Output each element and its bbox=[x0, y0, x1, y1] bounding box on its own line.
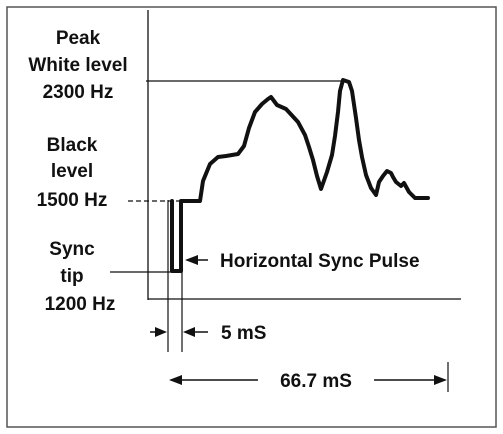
black-frequency-label: 1500 Hz bbox=[37, 190, 108, 211]
sync-pulse-arrowhead bbox=[185, 255, 198, 265]
black-label-line1: Black bbox=[47, 135, 98, 156]
peak-frequency-label: 2300 Hz bbox=[43, 82, 114, 103]
diagram-frame bbox=[6, 6, 497, 428]
line-period-label: 66.7 mS bbox=[280, 371, 352, 392]
scan-line-waveform bbox=[170, 78, 430, 273]
pulse-width-left-arrowhead bbox=[155, 327, 167, 337]
line-period-left-arrowhead bbox=[169, 375, 182, 385]
sync-label-line2: tip bbox=[60, 266, 83, 287]
black-label-line2: level bbox=[51, 161, 93, 182]
pulse-width-label: 5 mS bbox=[221, 323, 266, 344]
sync-label-line1: Sync bbox=[49, 239, 95, 260]
pulse-width-right-arrowhead bbox=[183, 327, 195, 337]
peak-label-line2: White level bbox=[28, 55, 127, 76]
horizontal-sync-pulse-label: Horizontal Sync Pulse bbox=[220, 251, 420, 272]
sync-frequency-label: 1200 Hz bbox=[45, 294, 116, 315]
peak-label-line1: Peak bbox=[56, 28, 101, 49]
line-period-right-arrowhead bbox=[434, 375, 447, 385]
